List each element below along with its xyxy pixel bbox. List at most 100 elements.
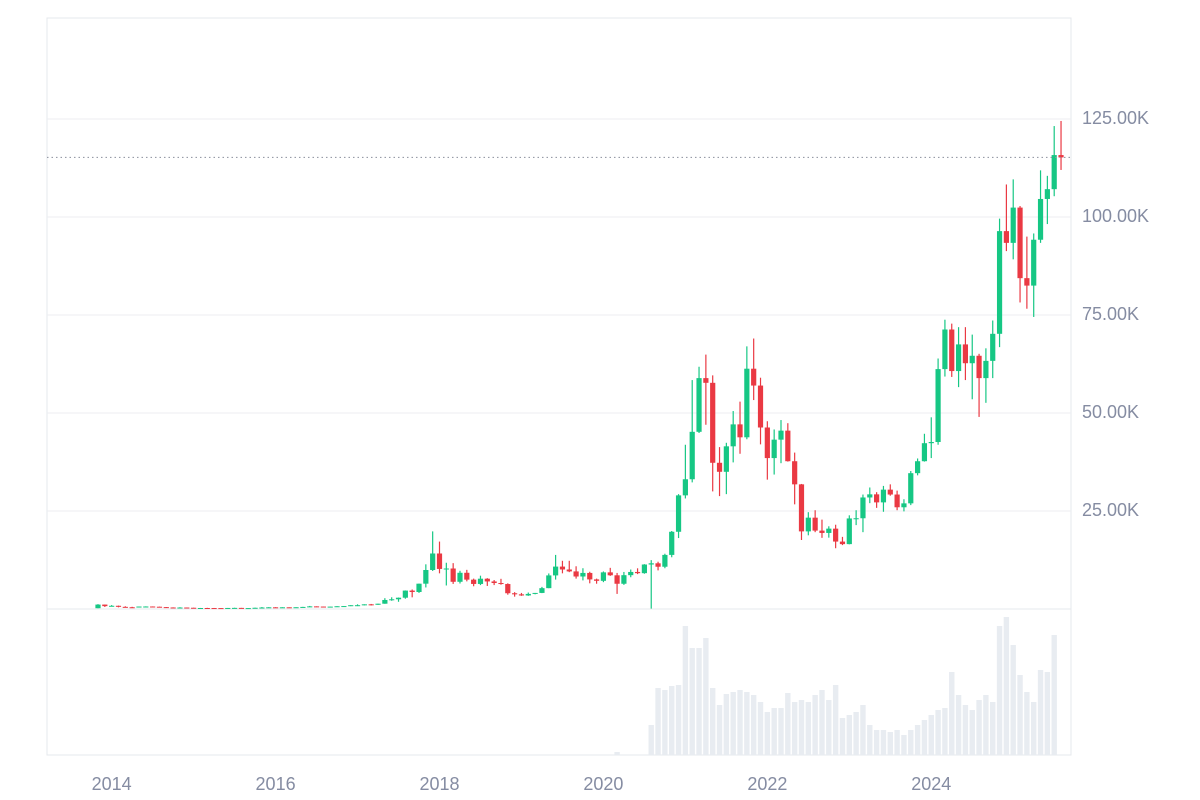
volume-bar [682,626,689,755]
volume-bar [983,695,989,755]
candle-body [334,606,340,608]
volume-bar [669,686,675,755]
candle-body [703,378,709,383]
grid [47,118,1071,512]
candle-body [232,607,238,609]
candle-body [723,446,729,472]
candle-body [935,369,941,443]
x-tick-label: 2014 [92,774,132,794]
candle-body [566,569,572,572]
candle-body [245,608,251,610]
volume-bar [1010,645,1016,755]
candle-body [1003,231,1009,243]
candle-body [416,583,422,592]
candle-body [218,608,224,610]
candle-body [880,489,887,503]
candle-body [505,584,511,594]
volume-bar [1024,692,1030,755]
candle-body [559,566,566,570]
volume-bar [976,700,982,755]
candle-body [1010,207,1016,243]
candle-body [764,427,770,459]
candle-body [293,607,299,609]
candle-body [238,607,245,609]
candle-body [573,571,579,577]
volume-bar [716,705,723,755]
y-tick-label: 25.00K [1082,500,1139,520]
candle-body [102,604,108,607]
volume-bar [819,690,825,755]
candle-body [682,479,688,496]
labels: 25.00K 50.00K 75.00K 100.00K 125.00K 2014 2016… [92,108,1149,794]
volume-bar [1003,617,1010,755]
candle-body [716,462,723,472]
candle-body [1037,198,1044,240]
candle-body [136,606,142,608]
volume-bar [689,648,695,755]
candle-body [115,605,122,607]
volume-bar [778,708,784,755]
candle-body [423,569,429,584]
candle-body [949,329,955,372]
volume-bar [949,672,955,755]
candle-body [874,494,880,503]
candle-body [853,518,859,520]
volume-bar [798,700,805,755]
candle-body [744,368,750,438]
volume-bar [996,626,1003,755]
candle-body [525,593,531,596]
candle-body [641,564,647,574]
candle-body [792,461,798,485]
candle-body [648,563,654,565]
candle-body [942,329,948,370]
candle-body [266,607,272,609]
candle-body [395,597,402,600]
candle-body [962,344,969,364]
candle-body [628,571,634,576]
candle-body [143,606,149,608]
volume-bar [1031,702,1037,755]
candle-body [191,607,197,609]
candle-body [471,579,477,584]
candle-body [553,566,559,576]
candle-body [163,607,169,609]
x-tick-label: 2016 [256,774,296,794]
candle-body [307,606,313,608]
candle-body [921,443,928,462]
candle-body [477,578,484,584]
y-tick-label: 125.00K [1082,108,1149,128]
volume-bar [703,638,709,755]
candle-body [204,608,210,610]
candle-body [614,575,620,584]
candle-body [491,581,497,584]
volume-bar [1017,675,1023,755]
candle-body [512,593,518,595]
candle-body [1044,189,1050,199]
candle-body [457,572,463,582]
candle-body [1024,278,1030,286]
candle-body [177,607,183,609]
candle-body [382,599,388,604]
volume-bar [826,700,832,755]
candle-body [518,594,525,596]
candle-body [546,575,552,589]
candle-body [757,385,764,428]
candle-body [184,607,190,609]
candle-body [996,231,1003,334]
volume-bar [969,710,975,755]
volume-bar [696,648,702,755]
candle-body [983,360,989,379]
volume-bar [791,702,798,755]
candle-body [826,528,832,533]
candle-body [730,424,736,447]
candle-body [122,606,128,608]
volume-bar [901,735,907,755]
candle-body [778,430,784,440]
candle-body [621,575,627,584]
candle-body [662,554,668,567]
candle-body [689,431,695,480]
candle-body [839,541,846,545]
candle-body [450,568,456,582]
candle-body [593,579,600,581]
